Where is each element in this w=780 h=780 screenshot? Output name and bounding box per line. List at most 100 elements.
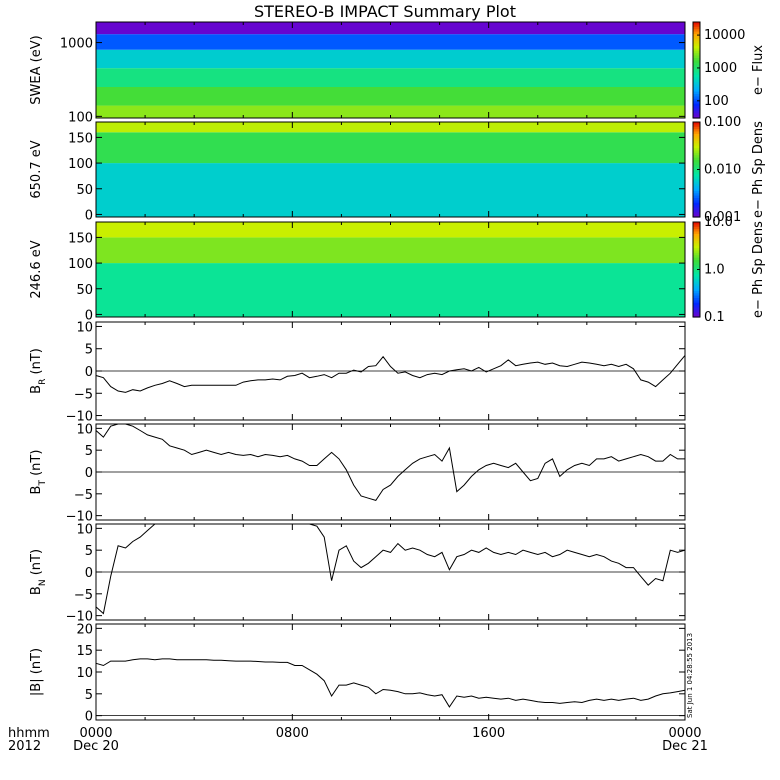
swea-colorbar-cell xyxy=(693,96,700,100)
pad650-colorbar-cell xyxy=(693,148,700,152)
bn-ytick-label: 0 xyxy=(85,566,93,581)
pad246-colorbar-cell xyxy=(693,309,700,313)
bt-ytick-label: −5 xyxy=(74,488,93,503)
swea-colorbar-cell xyxy=(693,53,700,57)
time-tick-label: 1600 xyxy=(472,726,505,741)
pad650-ylabel: 650.7 eV xyxy=(29,140,44,198)
pad650-ytick-label: 0 xyxy=(85,208,93,223)
pad246-colorbar-cell xyxy=(693,290,700,294)
pad246-colorbar-tick-label: 0.1 xyxy=(704,310,725,325)
pad650-colorbar-cell xyxy=(693,193,700,197)
swea-colorbar-cell xyxy=(693,79,700,83)
pad246-colorbar-cell xyxy=(693,276,700,280)
swea-colorbar-label: e− Flux xyxy=(751,45,766,95)
pad650-colorbar-cell xyxy=(693,141,700,144)
swea-colorbar-cell xyxy=(693,86,700,90)
swea-colorbar-cell xyxy=(693,46,700,49)
pad246-colorbar-cell xyxy=(693,245,700,249)
br-ytick-label: −10 xyxy=(66,410,93,425)
br-ytick-label: 0 xyxy=(85,365,93,380)
swea-ylabel: SWEA (eV) xyxy=(29,35,44,104)
pad650-colorbar-cell xyxy=(693,195,700,199)
pad650-colorbar-cell xyxy=(693,164,700,168)
pad650-colorbar-cell xyxy=(693,155,700,159)
br-ytick-label: −5 xyxy=(74,387,93,402)
pad650-colorbar-cell xyxy=(693,133,700,137)
pad246-colorbar-cell xyxy=(693,250,700,254)
pad246-colorbar-cell xyxy=(693,307,700,311)
swea-colorbar-cell xyxy=(693,77,700,81)
bmag-ytick-label: 5 xyxy=(85,688,93,703)
bn-ytick-label: −10 xyxy=(66,610,93,625)
time-date-label: Dec 21 xyxy=(662,739,708,754)
pad650-colorbar-cell xyxy=(693,122,700,125)
pad650-colorbar-cell xyxy=(693,186,700,190)
pad650-colorbar-cell xyxy=(693,160,700,163)
swea-colorbar-cell xyxy=(693,58,700,61)
bn-ytick-label: 5 xyxy=(85,544,93,559)
swea-colorbar-frame xyxy=(692,21,701,119)
pad650-colorbar-cell xyxy=(693,200,700,204)
swea-colorbar-cell xyxy=(693,84,700,88)
swea-colorbar-cell xyxy=(693,70,700,73)
bt-series-line xyxy=(95,423,685,501)
pad246-ytick-label: 100 xyxy=(68,257,93,272)
swea-colorbar-cell xyxy=(693,101,700,105)
pad650-ytick-label: 150 xyxy=(68,131,93,146)
pad246-colorbar-cell xyxy=(693,288,700,292)
time-tick-label: 0800 xyxy=(276,726,309,741)
pad650-colorbar-cell xyxy=(693,181,700,185)
bt-ytick-label: 0 xyxy=(85,466,93,481)
pad650-colorbar-tick-label: 0.100 xyxy=(704,115,741,130)
time-tick-label: 0000 xyxy=(79,726,112,741)
swea-colorbar-cell xyxy=(693,62,700,66)
swea-colorbar-cell xyxy=(693,22,700,25)
swea-colorbar-cell xyxy=(693,43,700,47)
swea-colorbar-cell xyxy=(693,94,700,97)
pad246-colorbar-tick-label: 10.0 xyxy=(704,215,733,230)
swea-colorbar-cell xyxy=(693,34,700,37)
bn-panel: −10 −5 0 5 10 BN (nT) xyxy=(29,522,686,625)
pad246-colorbar-cell xyxy=(693,312,700,316)
swea-colorbar-cell xyxy=(693,103,700,107)
pad246-colorbar-cell xyxy=(693,255,700,259)
pad246-colorbar-cell xyxy=(693,293,700,297)
pad246-colorbar-cell xyxy=(693,236,700,240)
swea-colorbar-cell xyxy=(693,82,700,85)
swea-band-2 xyxy=(96,68,685,87)
swea-colorbar-cell xyxy=(693,67,700,71)
swea-colorbar-cell xyxy=(693,106,700,109)
pad650-colorbar-cell xyxy=(693,209,700,213)
pad650-colorbar-tick-label: 0.001 xyxy=(704,210,741,225)
swea-colorbar-cell xyxy=(693,89,700,93)
bmag-ytick-label: 10 xyxy=(76,666,93,681)
pad246-colorbar-cell xyxy=(693,279,700,282)
pad246-colorbar-cell xyxy=(693,314,700,318)
pad650-colorbar-cell xyxy=(693,167,700,171)
br-ytick-label: 5 xyxy=(85,343,93,358)
swea-band-4 xyxy=(96,34,685,50)
swea-colorbar-tick-label: 10000 xyxy=(704,28,745,43)
pad650-colorbar-cell xyxy=(693,152,700,156)
pad650-colorbar-cell xyxy=(693,212,700,216)
pad246-band-2 xyxy=(96,222,685,238)
bn-ytick-label: −5 xyxy=(74,588,93,603)
pad650-colorbar-cell xyxy=(693,143,700,147)
pad650-colorbar-cell xyxy=(693,136,700,140)
pad246-colorbar-cell xyxy=(693,231,700,235)
pad246-colorbar-cell xyxy=(693,243,700,247)
pad650-colorbar-cell xyxy=(693,131,700,135)
pad650-colorbar-cell xyxy=(693,205,700,209)
pad650-colorbar-cell xyxy=(693,171,700,175)
pad246-colorbar-cell xyxy=(693,229,700,233)
bmag-series-line xyxy=(95,658,686,708)
swea-colorbar: 100 1000 10000 e− Flux xyxy=(692,21,766,119)
pad246-colorbar-tick-label: 1.0 xyxy=(704,263,725,278)
swea-colorbar-cell xyxy=(693,113,700,117)
pad650-colorbar-cell xyxy=(693,214,700,218)
pad650-band-2 xyxy=(96,122,685,133)
pad650-colorbar-cell xyxy=(693,162,700,166)
